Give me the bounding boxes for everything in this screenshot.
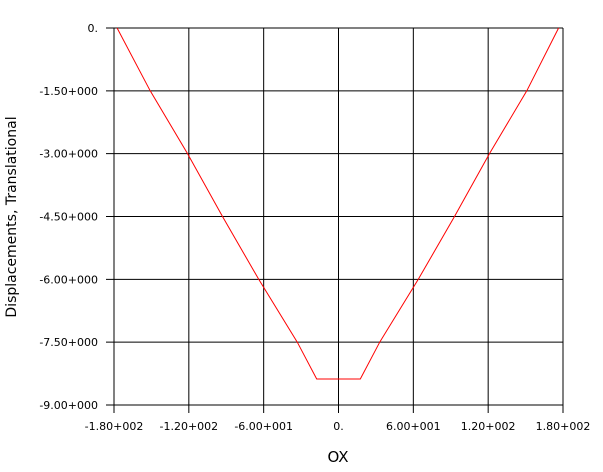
y-tick-label: -6.00+000 — [39, 273, 98, 286]
grid — [106, 27, 564, 413]
x-tick-label: -6.00+001 — [234, 420, 293, 433]
x-axis-ticks: -1.80+002 -1.20+002 -6.00+001 0. 6.00+001 1.2… — [85, 420, 591, 433]
y-tick-label: -4.50+000 — [39, 211, 98, 224]
y-tick-label: -7.50+000 — [39, 336, 98, 349]
y-axis-ticks: 0. -1.50+000 -3.00+000 -4.50+000 -6.00+000 -7… — [39, 22, 98, 412]
x-tick-label: -1.80+002 — [85, 420, 144, 433]
x-tick-label: 1.80+002 — [536, 420, 591, 433]
series-layer — [116, 27, 560, 380]
y-tick-label: -9.00+000 — [39, 399, 98, 412]
x-tick-label: 6.00+001 — [386, 420, 441, 433]
x-tick-label: -1.20+002 — [159, 420, 218, 433]
y-tick-label: -3.00+000 — [39, 148, 98, 161]
y-axis-label: Displacements, Translational — [4, 116, 20, 317]
x-tick-label: 1.20+002 — [461, 420, 516, 433]
x-axis-label: OX — [327, 448, 348, 466]
series-line — [116, 27, 560, 380]
y-tick-label: 0. — [88, 22, 99, 35]
x-tick-label: 0. — [333, 420, 344, 433]
y-tick-label: -1.50+000 — [39, 85, 98, 98]
